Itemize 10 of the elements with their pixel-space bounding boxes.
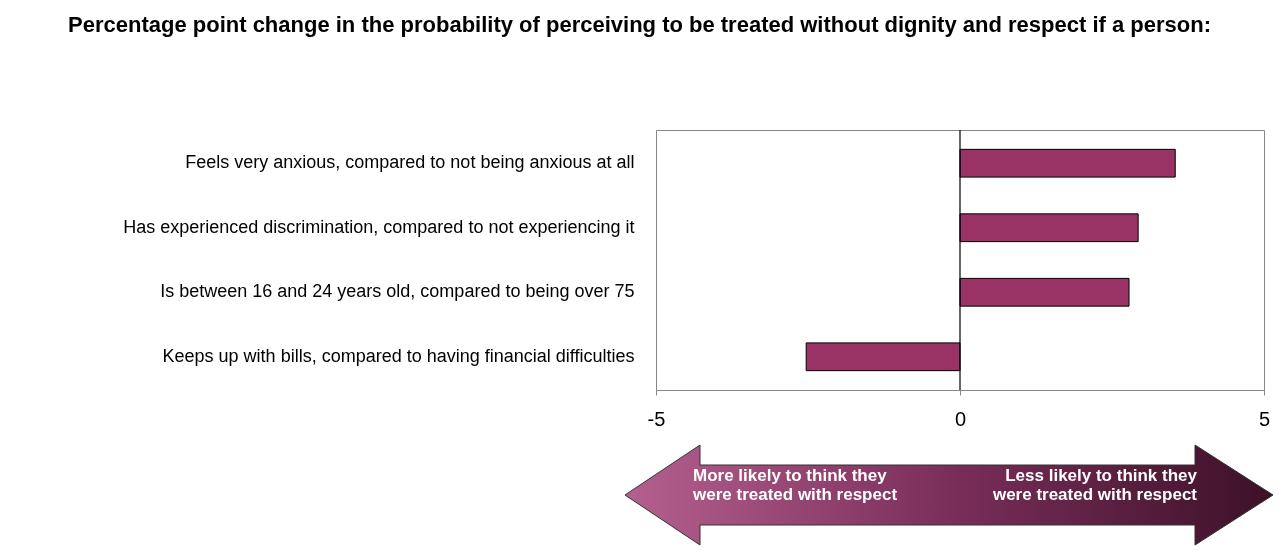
x-tick-label: -5 <box>647 407 666 430</box>
y-tick-label: Keeps up with bills, compared to having financial difficulties <box>162 345 635 366</box>
text: Less likely to think they were treated with respect <box>992 466 1197 504</box>
x-tick-label: 0 <box>954 407 967 430</box>
chart-title: Percentage point change in the probability of perceiving to be treated without dignity and respect if a person: <box>67 11 1212 39</box>
text: More likely to think they were treated with respect <box>693 466 898 504</box>
y-tick-label: Is between 16 and 24 years old, compared to being over 75 <box>160 281 635 302</box>
x-tick-label: 5 <box>1258 407 1271 430</box>
y-tick-label: Has experienced discrimination, compared to not experiencing it <box>123 216 635 237</box>
y-tick-label: Feels very anxious, compared to not being anxious at all <box>185 152 635 173</box>
